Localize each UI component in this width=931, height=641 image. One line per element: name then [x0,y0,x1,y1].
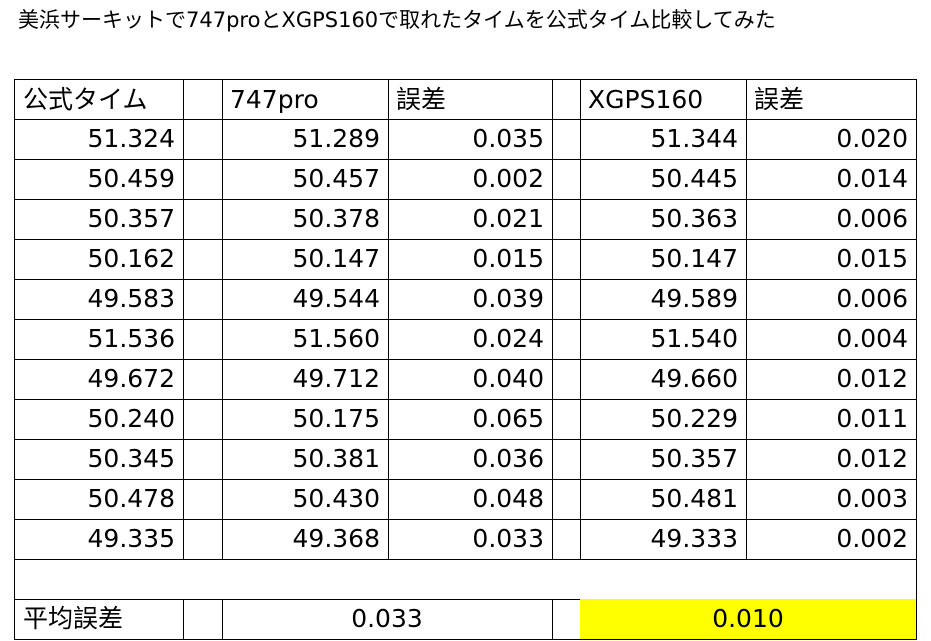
data-cell: 0.021 [388,199,553,240]
spacer-cell [552,479,581,520]
spacer-cell [183,519,223,560]
data-cell: 0.004 [746,319,917,360]
data-cell: 0.012 [746,359,917,400]
data-cell: 49.583 [14,279,184,320]
spacer-cell [183,199,223,240]
spacer-cell [183,79,223,120]
header-cell: 公式タイム [14,79,184,120]
spacer-cell [552,239,581,280]
data-cell: 0.012 [746,439,917,480]
data-cell: 49.544 [222,279,389,320]
header-cell: 誤差 [746,79,917,120]
data-cell: 50.363 [580,199,747,240]
data-cell: 50.162 [14,239,184,280]
spacer-cell [552,79,581,120]
data-cell: 49.712 [222,359,389,400]
data-cell: 49.368 [222,519,389,560]
spacer-cell [183,319,223,360]
data-cell: 0.065 [388,399,553,440]
spacer-cell [183,279,223,320]
spacer-cell [552,319,581,360]
data-cell: 50.381 [222,439,389,480]
data-cell: 49.333 [580,519,747,560]
spacer-cell [552,359,581,400]
data-cell: 0.048 [388,479,553,520]
data-cell: 50.478 [14,479,184,520]
spacer-cell [183,359,223,400]
data-cell: 51.344 [580,119,747,160]
data-cell: 0.035 [388,119,553,160]
data-cell: 50.481 [580,479,747,520]
data-cell: 0.006 [746,279,917,320]
spacer-cell [183,439,223,480]
data-cell: 50.147 [580,239,747,280]
data-cell: 50.457 [222,159,389,200]
data-cell: 0.011 [746,399,917,440]
data-cell: 0.014 [746,159,917,200]
spacer-cell [552,519,581,560]
data-cell: 0.002 [388,159,553,200]
data-cell: 49.335 [14,519,184,560]
data-cell: 51.289 [222,119,389,160]
header-cell: 747pro [222,79,389,120]
spacer-cell [183,239,223,280]
data-cell: 0.020 [746,119,917,160]
spacer-cell [552,119,581,160]
data-cell: 50.175 [222,399,389,440]
data-cell: 50.445 [580,159,747,200]
data-cell: 51.540 [580,319,747,360]
spacer-cell [183,479,223,520]
average-value: 0.033 [222,599,553,640]
data-cell: 0.003 [746,479,917,520]
data-cell: 0.006 [746,199,917,240]
spacer-cell [183,119,223,160]
spacer-cell [552,599,581,640]
average-label: 平均誤差 [14,599,184,640]
data-cell: 51.324 [14,119,184,160]
spacer-cell [552,159,581,200]
data-cell: 50.240 [14,399,184,440]
header-cell: 誤差 [388,79,553,120]
data-cell: 0.039 [388,279,553,320]
data-cell: 50.357 [580,439,747,480]
blank-row [14,559,917,600]
data-cell: 0.040 [388,359,553,400]
data-cell: 0.033 [388,519,553,560]
spacer-cell [183,399,223,440]
data-cell: 50.357 [14,199,184,240]
spacer-cell [183,599,223,640]
data-cell: 0.036 [388,439,553,480]
spacer-cell [552,199,581,240]
data-cell: 49.589 [580,279,747,320]
spacer-cell [183,159,223,200]
data-cell: 0.015 [746,239,917,280]
data-cell: 51.536 [14,319,184,360]
data-cell: 50.229 [580,399,747,440]
data-cell: 51.560 [222,319,389,360]
data-cell: 50.378 [222,199,389,240]
average-value-highlight: 0.010 [580,599,917,640]
data-cell: 50.147 [222,239,389,280]
data-cell: 50.430 [222,479,389,520]
data-cell: 0.002 [746,519,917,560]
header-cell: XGPS160 [580,79,747,120]
data-cell: 49.672 [14,359,184,400]
data-cell: 0.024 [388,319,553,360]
data-cell: 0.015 [388,239,553,280]
data-cell: 50.345 [14,439,184,480]
spacer-cell [552,439,581,480]
page-title: 美浜サーキットで747proとXGPS160で取れたタイムを公式タイム比較してみ… [18,8,776,32]
data-cell: 49.660 [580,359,747,400]
spacer-cell [552,399,581,440]
data-cell: 50.459 [14,159,184,200]
spacer-cell [552,279,581,320]
